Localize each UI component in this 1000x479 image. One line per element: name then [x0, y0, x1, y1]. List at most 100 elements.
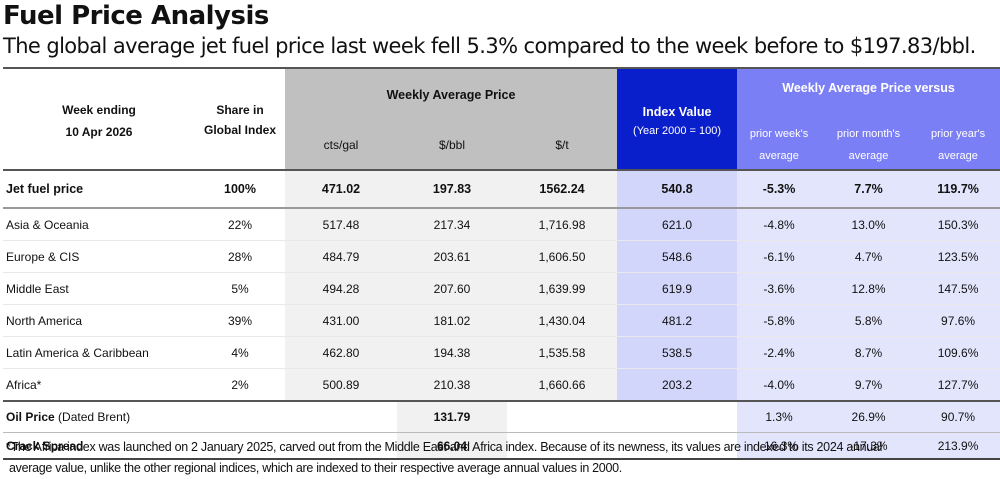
vs-year-cell: 109.6% [916, 336, 1000, 369]
week-ending-date: 10 Apr 2026 [3, 121, 195, 171]
vs-month-cell: 4.7% [821, 240, 917, 273]
share-cell: 5% [195, 272, 285, 305]
index-cell: 548.6 [617, 240, 738, 273]
row-label: Crack Spread [3, 432, 195, 460]
vs-week-cell: 1.3% [737, 400, 822, 433]
usd-bbl-cell: 194.38 [397, 336, 507, 369]
usd-t-cell: 1,639.99 [507, 272, 618, 305]
cts-gal-cell: 462.80 [285, 336, 397, 369]
jet-fuel-row: Jet fuel price 100% 471.02 197.83 1562.2… [3, 170, 1000, 209]
empty-cell [617, 432, 738, 460]
vs-week-cell: -4.0% [737, 368, 822, 402]
usd-bbl-cell: 181.02 [397, 304, 507, 337]
table-row: Africa* 2% 500.89 210.38 1,660.66 203.2 … [3, 368, 1000, 402]
row-label: Jet fuel price [3, 170, 195, 209]
empty-cell [195, 432, 285, 460]
footnote-line-2: average value, unlike the other regional… [9, 461, 622, 475]
vs-year-cell: 123.5% [916, 240, 1000, 273]
row-label: North America [3, 304, 195, 337]
row-label: Europe & CIS [3, 240, 195, 273]
share-label: Share in [195, 67, 285, 121]
vs-year-cell: 147.5% [916, 272, 1000, 305]
index-cell: 619.9 [617, 272, 738, 305]
vs-month-cell: 5.8% [821, 304, 917, 337]
prior-month-label: prior month's [836, 128, 901, 140]
table-row: Europe & CIS 28% 484.79 203.61 1,606.50 … [3, 240, 1000, 273]
vs-week-cell: -6.1% [737, 240, 822, 273]
unit-usd-bbl: $/bbl [397, 121, 507, 171]
row-label: Latin America & Caribbean [3, 336, 195, 369]
cts-gal-cell: 500.89 [285, 368, 397, 402]
share-cell: 2% [195, 368, 285, 402]
cts-gal-cell: 471.02 [285, 170, 397, 209]
row-label: Asia & Oceania [3, 208, 195, 241]
index-base: (Year 2000 = 100) [617, 121, 738, 171]
cts-gal-cell: 517.48 [285, 208, 397, 241]
oil-price-row: Oil Price (Dated Brent) 131.79 1.3% 26.9… [3, 400, 1000, 433]
empty-cell [507, 432, 618, 460]
page-subtitle: The global average jet fuel price last w… [3, 34, 976, 58]
empty-cell [195, 400, 285, 433]
prior-month-header: prior month's average [821, 121, 917, 171]
fuel-price-table: Week ending Share in Weekly Average Pric… [3, 67, 1000, 460]
week-ending-label: Week ending [3, 67, 195, 121]
usd-bbl-cell: 203.61 [397, 240, 507, 273]
usd-bbl-cell: 217.34 [397, 208, 507, 241]
index-value-header: Index Value [617, 67, 738, 121]
unit-usd-t: $/t [507, 121, 618, 171]
prior-year-header: prior year's average [916, 121, 1000, 171]
vs-month-cell: 12.8% [821, 272, 917, 305]
table-row: Latin America & Caribbean 4% 462.80 194.… [3, 336, 1000, 369]
footnote: *The Africa index was launched on 2 Janu… [6, 437, 996, 479]
usd-t-cell: 1,660.66 [507, 368, 618, 402]
index-cell: 621.0 [617, 208, 738, 241]
share-label-2: Global Index [195, 121, 285, 171]
vs-month-cell: 26.9% [821, 400, 917, 433]
share-cell: 22% [195, 208, 285, 241]
empty-cell [285, 432, 397, 460]
vs-year-cell: 127.7% [916, 368, 1000, 402]
vs-year-cell: 90.7% [916, 400, 1000, 433]
usd-t-cell: 1,535.58 [507, 336, 618, 369]
prior-week-label: prior week's [749, 128, 809, 140]
prior-week-header: prior week's average [737, 121, 822, 171]
usd-t-cell: 1,716.98 [507, 208, 618, 241]
empty-cell [617, 400, 738, 433]
versus-header: Weekly Average Price versus [737, 67, 1000, 121]
vs-month-cell: 8.7% [821, 336, 917, 369]
cts-gal-cell: 431.00 [285, 304, 397, 337]
empty-cell [507, 400, 618, 433]
vs-year-cell: 119.7% [916, 170, 1000, 209]
table-row: Middle East 5% 494.28 207.60 1,639.99 61… [3, 272, 1000, 305]
vs-week-cell: -3.6% [737, 272, 822, 305]
vs-week-cell: -5.3% [737, 170, 822, 209]
row-label: Middle East [3, 272, 195, 305]
vs-month-cell: 9.7% [821, 368, 917, 402]
row-label: Africa* [3, 368, 195, 402]
row-label: Oil Price (Dated Brent) [3, 400, 195, 433]
average-label: average [759, 150, 799, 162]
footnote-line-1: *The Africa index was launched on 2 Janu… [6, 440, 883, 454]
crack-spread-row: Crack Spread 66.04 -16.3% -17.3% 213.9% [3, 432, 1000, 460]
usd-bbl-cell: 131.79 [397, 400, 507, 433]
vs-month-cell: -17.3% [821, 432, 917, 460]
share-cell: 4% [195, 336, 285, 369]
vs-week-cell: -5.8% [737, 304, 822, 337]
prior-year-label: prior year's [931, 128, 986, 140]
cts-gal-cell: 494.28 [285, 272, 397, 305]
vs-year-cell: 213.9% [916, 432, 1000, 460]
weekly-average-price-header: Weekly Average Price [285, 67, 618, 121]
usd-bbl-cell: 197.83 [397, 170, 507, 209]
index-cell: 203.2 [617, 368, 738, 402]
index-cell: 538.5 [617, 336, 738, 369]
oil-price-sublabel: (Dated Brent) [54, 410, 131, 424]
unit-cts-gal: cts/gal [285, 121, 397, 171]
share-cell: 100% [195, 170, 285, 209]
index-cell: 481.2 [617, 304, 738, 337]
page-title: Fuel Price Analysis [3, 1, 269, 31]
usd-bbl-cell: 210.38 [397, 368, 507, 402]
average-label: average [938, 150, 978, 162]
average-label: average [848, 150, 889, 162]
oil-price-label: Oil Price [6, 410, 55, 424]
vs-month-cell: 13.0% [821, 208, 917, 241]
